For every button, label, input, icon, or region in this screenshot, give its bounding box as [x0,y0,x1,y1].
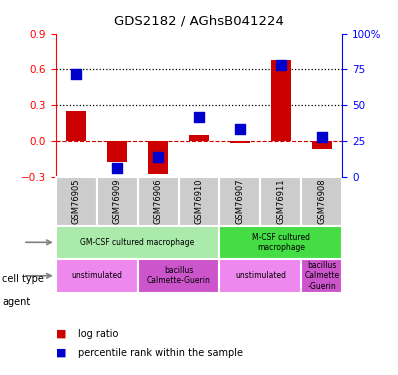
Text: GSM76909: GSM76909 [113,178,122,224]
Text: ■: ■ [56,329,66,339]
Bar [66,111,86,141]
Point [114,165,120,171]
Text: GSM76906: GSM76906 [154,178,162,224]
Bar [230,141,250,143]
Bar [219,177,260,226]
Bar [56,259,138,292]
Text: GDS2182 / AGhsB041224: GDS2182 / AGhsB041224 [114,15,284,28]
Point [73,71,79,77]
Point [237,126,243,132]
Bar [138,177,179,226]
Point [278,62,284,68]
Bar [260,177,301,226]
Text: percentile rank within the sample: percentile rank within the sample [78,348,243,357]
Bar [107,141,127,162]
Bar [97,177,138,226]
Text: GSM76908: GSM76908 [317,178,326,224]
Text: GSM76910: GSM76910 [195,178,203,224]
Point [319,134,325,140]
Bar [219,259,301,292]
Point [196,114,202,120]
Bar [189,135,209,141]
Text: bacillus
Calmette
-Guerin: bacillus Calmette -Guerin [304,261,339,291]
Text: unstimulated: unstimulated [235,271,286,280]
Text: GM-CSF cultured macrophage: GM-CSF cultured macrophage [80,238,195,247]
Text: bacillus
Calmette-Guerin: bacillus Calmette-Guerin [146,266,211,285]
Bar [56,177,97,226]
Bar [148,141,168,174]
Bar [56,226,219,259]
Bar [271,60,291,141]
Text: log ratio: log ratio [78,329,118,339]
Point [155,153,161,159]
Bar [301,259,342,292]
Text: GSM76911: GSM76911 [276,178,285,224]
Text: agent: agent [2,297,30,307]
Bar [312,141,332,149]
Text: unstimulated: unstimulated [71,271,122,280]
Text: ■: ■ [56,348,66,357]
Text: GSM76907: GSM76907 [236,178,244,224]
Bar [179,177,219,226]
Bar [138,259,219,292]
Text: cell type: cell type [2,274,44,284]
Text: M-CSF cultured
macrophage: M-CSF cultured macrophage [252,232,310,252]
Bar [219,226,342,259]
Bar [301,177,342,226]
Text: GSM76905: GSM76905 [72,178,81,224]
